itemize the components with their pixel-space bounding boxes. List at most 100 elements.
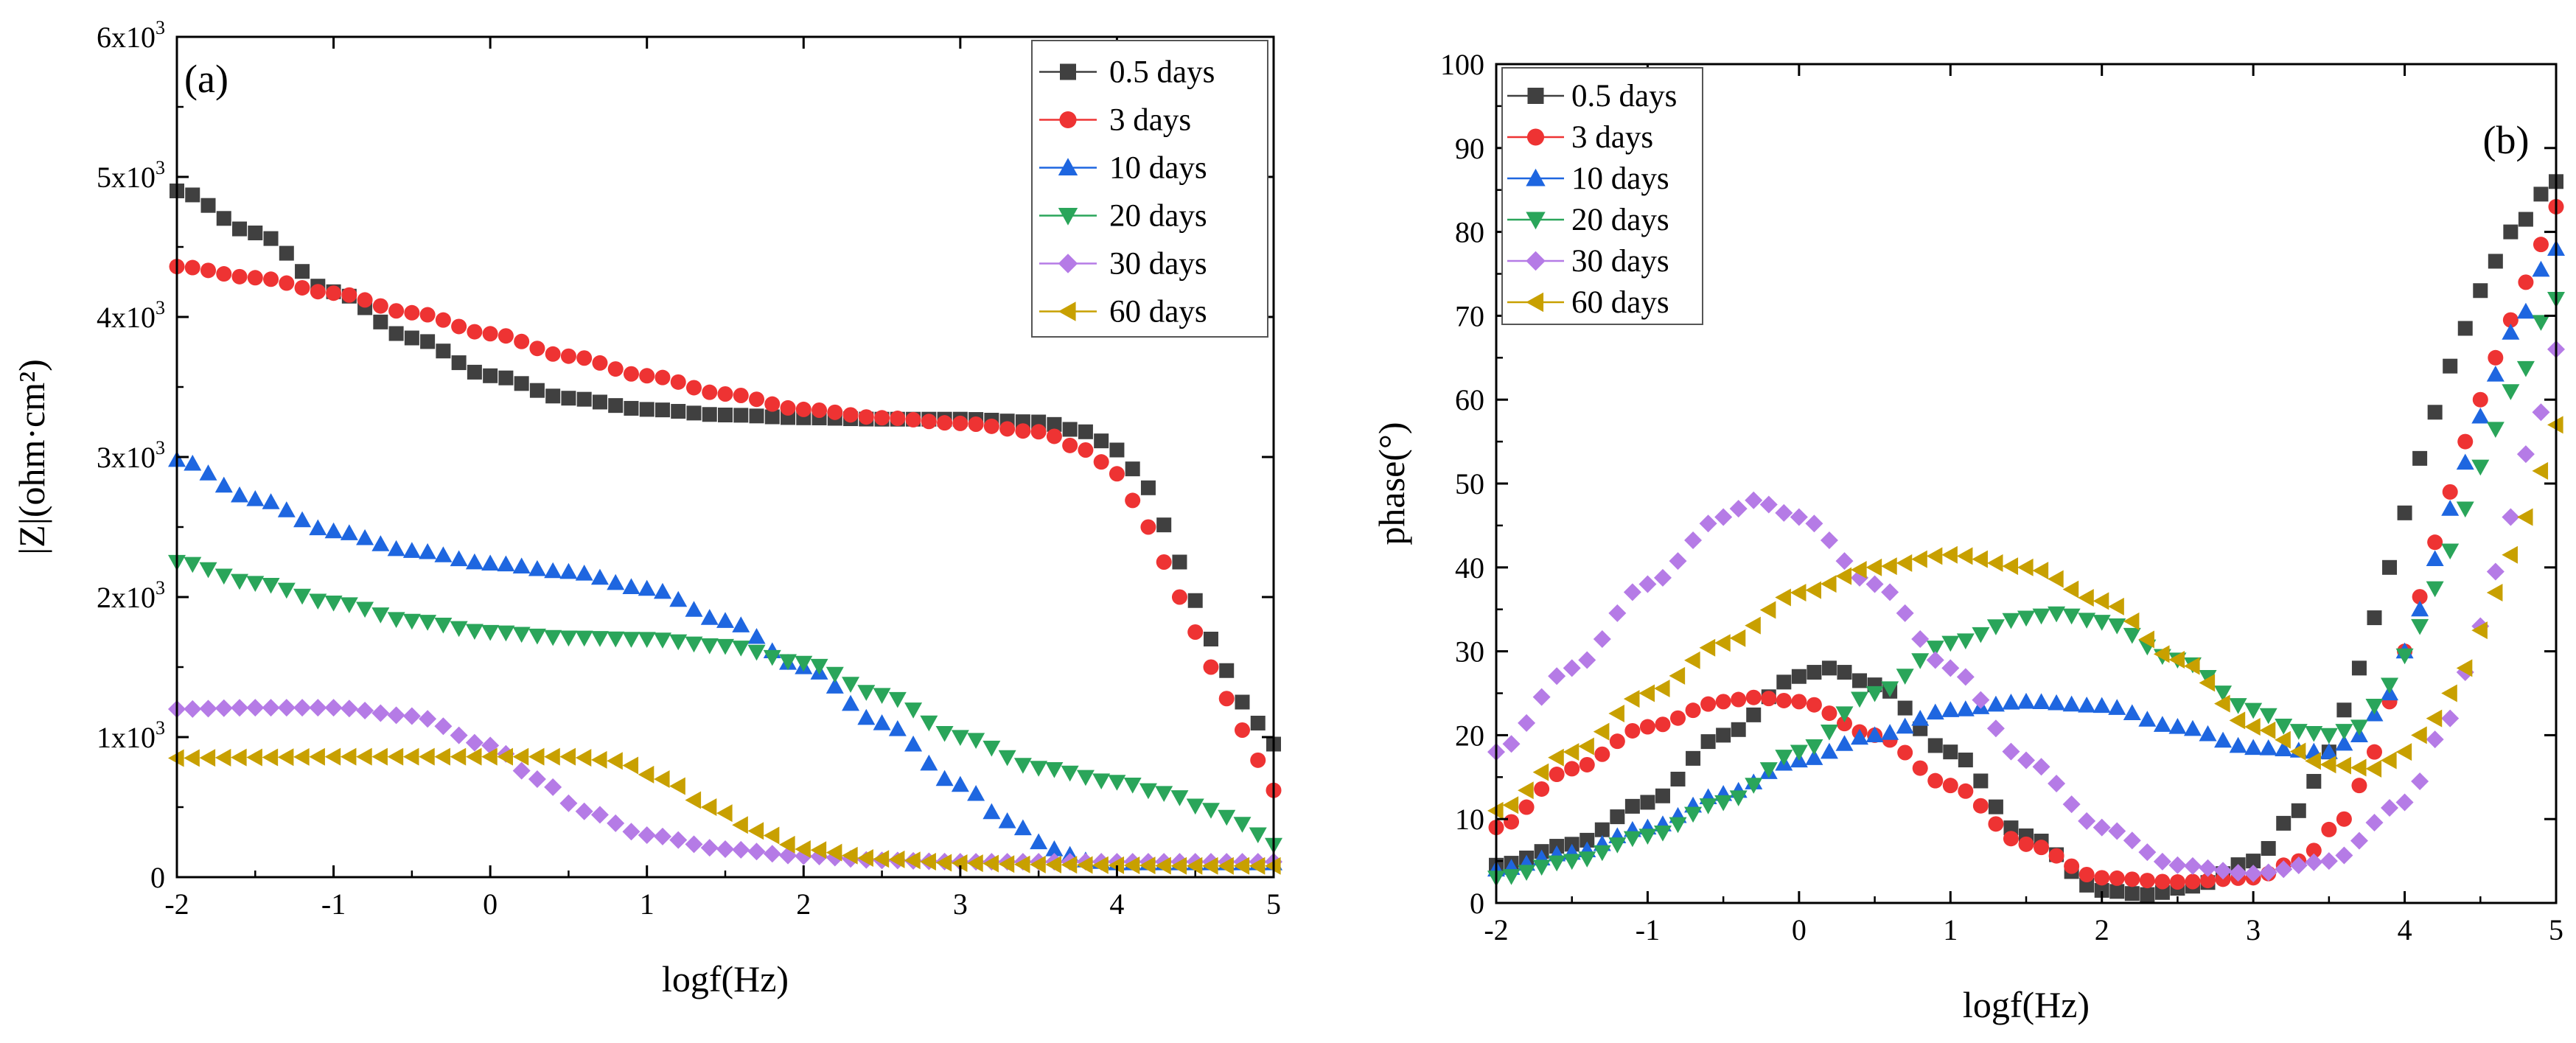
legend-entry: 30 days: [1507, 244, 1669, 279]
data-point: [592, 394, 607, 410]
data-point: [653, 632, 671, 649]
data-point: [2017, 610, 2035, 627]
data-point: [1714, 508, 1733, 526]
data-point: [1684, 651, 1700, 669]
data-point: [2382, 559, 2398, 575]
data-point: [2109, 870, 2125, 886]
legend-marker: [1526, 292, 1544, 313]
data-point: [763, 826, 780, 845]
data-point: [2078, 588, 2094, 607]
data-point: [528, 628, 546, 645]
data-point: [2094, 882, 2109, 898]
data-point: [2048, 606, 2066, 623]
data-point: [2502, 312, 2519, 328]
data-point: [1250, 752, 1266, 768]
data-point: [1927, 772, 1944, 789]
data-point: [1972, 550, 1988, 568]
data-point: [1593, 630, 1611, 649]
data-point: [2261, 841, 2276, 857]
data-point: [2275, 860, 2293, 879]
data-point: [1942, 778, 1958, 794]
data-point: [1670, 710, 1686, 726]
data-point: [2244, 865, 2263, 883]
data-point: [481, 747, 498, 766]
data-point: [2532, 315, 2550, 331]
data-point: [1639, 719, 1655, 735]
data-point: [1123, 778, 1142, 794]
data-point: [747, 822, 764, 840]
data-point: [576, 391, 592, 407]
data-point: [1580, 832, 1595, 848]
data-point: [185, 187, 200, 203]
data-point: [2412, 450, 2428, 466]
data-point: [1187, 593, 1203, 608]
data-point: [2275, 730, 2291, 749]
data-point: [1623, 831, 1641, 848]
data-point: [309, 593, 327, 610]
data-point: [2395, 648, 2414, 665]
data-point: [528, 559, 546, 576]
data-point: [622, 632, 640, 648]
data-point: [2291, 803, 2306, 818]
data-point: [2214, 731, 2233, 748]
data-point: [465, 747, 482, 766]
y-tick-exponent: 3: [156, 717, 165, 739]
data-point: [1219, 663, 1235, 678]
data-point: [262, 577, 280, 594]
data-point: [655, 369, 671, 386]
data-point: [1578, 851, 1596, 868]
data-point: [2017, 751, 2035, 770]
x-tick-label: 3: [2246, 913, 2261, 946]
data-point: [2441, 543, 2460, 560]
data-point: [982, 740, 1001, 757]
panel-b: -2 -1 0 1 2 3 4 50102030405060708090100logf(Hz)…: [1371, 48, 2565, 1025]
data-point: [1045, 840, 1064, 857]
data-point: [419, 307, 436, 323]
data-point: [246, 699, 265, 717]
data-point: [935, 770, 954, 786]
data-point: [1941, 659, 1960, 677]
data-point: [2018, 836, 2034, 852]
data-point: [1140, 519, 1156, 535]
data-point: [324, 596, 343, 612]
data-point: [497, 555, 515, 572]
legend-marker: [1526, 168, 1546, 186]
data-point: [2275, 740, 2293, 757]
data-point: [434, 747, 450, 766]
data-point: [1655, 716, 1671, 733]
data-point: [262, 699, 280, 717]
data-point: [1030, 761, 1048, 777]
data-point: [827, 404, 843, 420]
data-point: [1896, 717, 1914, 734]
data-point: [1062, 422, 1078, 437]
data-point: [200, 198, 216, 213]
data-point: [263, 271, 279, 287]
data-point: [1821, 660, 1837, 676]
data-point: [1745, 778, 1763, 794]
data-point: [747, 627, 766, 644]
data-point: [2276, 815, 2291, 831]
data-point: [653, 827, 671, 845]
data-point: [904, 735, 923, 752]
data-point: [763, 845, 781, 863]
legend: 0.5 days 3 days 10 days 20 days 30 days 60 da…: [1501, 67, 1703, 325]
data-point: [1759, 495, 1778, 514]
data-point: [639, 402, 655, 417]
data-point: [2123, 627, 2141, 644]
data-point: [1896, 669, 1914, 685]
data-point: [1897, 700, 1913, 716]
data-point: [2305, 725, 2323, 742]
data-point: [545, 388, 561, 404]
data-point: [247, 270, 263, 286]
data-point: [1897, 744, 1913, 761]
data-point: [450, 726, 468, 744]
y-tick-label: 40: [1455, 551, 1484, 585]
data-point: [1759, 601, 1776, 619]
legend-entry: 0.5 days: [1507, 79, 1677, 114]
data-point: [388, 303, 405, 319]
series-60-days: [1487, 416, 2563, 820]
data-point: [825, 677, 844, 694]
data-point: [998, 812, 1016, 829]
data-point: [561, 391, 576, 406]
